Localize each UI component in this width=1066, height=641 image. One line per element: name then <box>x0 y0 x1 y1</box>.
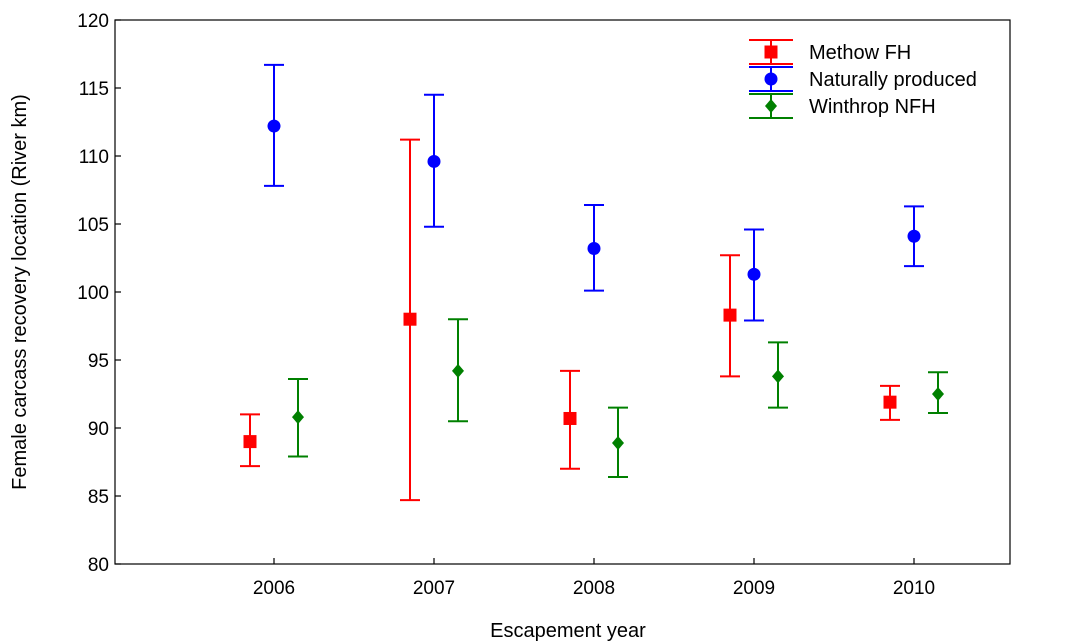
x-tick-label: 2008 <box>573 578 615 599</box>
legend-label: Naturally produced <box>809 69 977 91</box>
data-point <box>587 241 601 255</box>
x-tick-label: 2007 <box>413 578 455 599</box>
legend-item: Methow FH <box>749 39 911 65</box>
legend: Methow FH Naturally produced Winthrop NFH <box>749 39 977 119</box>
legend-marker <box>765 99 777 113</box>
data-point <box>747 267 761 281</box>
data-point <box>292 410 304 425</box>
y-tick-label: 95 <box>88 351 109 372</box>
y-tick-label: 110 <box>79 147 109 168</box>
legend-marker <box>764 45 778 59</box>
x-tick-label: 2006 <box>253 578 295 599</box>
y-tick-label: 115 <box>79 79 109 100</box>
series-winthrop-nfh <box>288 318 948 478</box>
y-tick-label: 80 <box>88 555 109 576</box>
legend-label: Methow FH <box>809 42 911 64</box>
y-tick-label: 120 <box>77 11 109 32</box>
y-axis-label: Female carcass recovery location (River … <box>9 94 31 490</box>
x-tick-label: 2010 <box>893 578 935 599</box>
plot-area <box>114 19 1011 565</box>
data-point <box>932 387 944 401</box>
x-axis: 2006 2007 2008 2009 2010 <box>253 558 935 599</box>
data-point <box>883 395 897 409</box>
data-point <box>907 229 921 243</box>
data-point <box>243 435 257 449</box>
data-point <box>723 308 737 322</box>
y-tick-label: 85 <box>88 487 109 508</box>
y-tick-label: 100 <box>77 283 109 304</box>
series-layer <box>240 63 948 502</box>
data-point <box>267 119 281 133</box>
series-naturally-produced <box>264 63 924 322</box>
legend-item: Winthrop NFH <box>749 93 936 119</box>
x-axis-label: Escapement year <box>490 620 646 641</box>
y-tick-label: 105 <box>77 215 109 236</box>
series-methow-fh <box>240 138 900 502</box>
data-point <box>772 369 784 384</box>
legend-label: Winthrop NFH <box>809 96 936 118</box>
legend-marker <box>764 72 778 86</box>
data-point <box>612 435 624 450</box>
data-point <box>427 154 441 168</box>
x-tick-label: 2009 <box>733 578 775 599</box>
data-point <box>563 411 577 425</box>
y-tick-label: 90 <box>88 419 109 440</box>
data-point <box>403 312 417 326</box>
y-axis: 80 85 90 95 100 105 110 115 120 <box>77 11 121 576</box>
legend-item: Naturally produced <box>749 66 977 92</box>
data-point <box>452 363 464 378</box>
